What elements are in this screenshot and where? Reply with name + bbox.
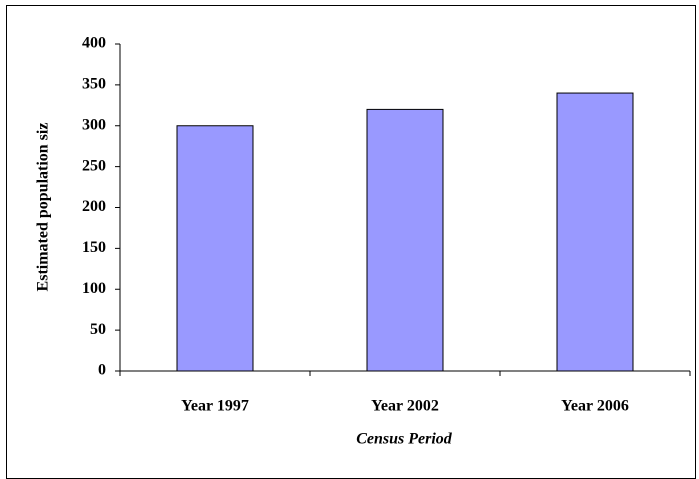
x-tick-label: Year 1997 — [181, 398, 249, 415]
y-axis-label: Estimated population siz — [35, 123, 52, 292]
y-tick-label: 100 — [82, 280, 106, 297]
y-tick-label: 250 — [82, 157, 106, 174]
y-tick-label: 150 — [82, 239, 106, 256]
y-tick-label: 400 — [82, 35, 106, 52]
x-tick-label: Year 2002 — [371, 398, 439, 415]
y-tick-label: 0 — [98, 362, 106, 379]
bar — [176, 125, 254, 372]
y-tick-label: 200 — [82, 198, 106, 215]
x-tick-label: Year 2006 — [561, 398, 629, 415]
bar — [556, 92, 634, 372]
x-axis-label: Census Period — [356, 431, 453, 448]
y-tick-label: 350 — [82, 76, 106, 93]
y-tick-label: 50 — [90, 321, 106, 338]
bar — [366, 108, 444, 372]
y-tick-label: 300 — [82, 116, 106, 133]
